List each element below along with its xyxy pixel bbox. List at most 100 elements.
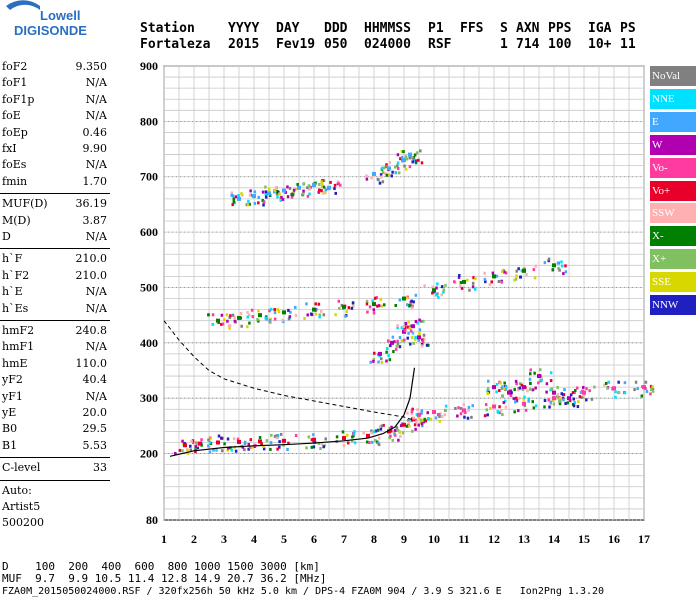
data-point [528, 377, 532, 381]
data-point [416, 408, 419, 412]
data-point [623, 381, 627, 385]
data-point [492, 385, 496, 390]
data-point [534, 404, 538, 408]
header-label-1: YYYY [228, 21, 260, 36]
data-point [388, 358, 392, 362]
data-point [275, 434, 278, 438]
data-point [549, 371, 553, 375]
data-point [387, 354, 390, 358]
data-point [606, 386, 609, 390]
data-point [287, 308, 290, 312]
data-point [623, 391, 627, 395]
data-point [233, 316, 236, 320]
data-point [435, 286, 438, 290]
data-point [513, 410, 516, 414]
data-point [403, 164, 406, 168]
data-point [555, 394, 559, 398]
data-point [409, 324, 412, 328]
data-point [222, 318, 226, 322]
data-point [252, 194, 256, 199]
data-point [386, 339, 390, 343]
data-point [345, 310, 348, 314]
data-point [404, 321, 408, 325]
data-point [504, 405, 508, 409]
data-point [372, 430, 376, 434]
data-point [380, 360, 384, 364]
data-point [190, 439, 193, 443]
data-point [269, 441, 273, 445]
data-point [226, 448, 229, 452]
y-tick-label: 900 [140, 59, 158, 73]
data-point [568, 399, 572, 403]
data-point [312, 437, 316, 442]
data-point [322, 190, 326, 194]
header-value-4: 024000 [364, 37, 411, 52]
data-point [640, 394, 644, 398]
data-point [464, 411, 467, 415]
data-point [305, 446, 308, 450]
param-value: 33 [93, 461, 107, 475]
data-point [388, 161, 392, 165]
data-point [248, 193, 252, 197]
data-point [437, 295, 440, 299]
data-point [492, 404, 496, 409]
legend-item-vo: Vo- [650, 157, 696, 178]
data-point [531, 388, 535, 392]
header-label-5: P1 [428, 21, 444, 36]
data-point [281, 197, 285, 201]
data-point [207, 313, 210, 317]
data-point [418, 331, 421, 335]
data-point [273, 435, 277, 439]
data-point [561, 396, 565, 400]
data-point [400, 339, 404, 343]
data-point [644, 380, 648, 384]
header-value-1: 2015 [228, 37, 260, 52]
param-label: foEp [2, 125, 28, 139]
data-point [381, 170, 385, 174]
data-point [333, 183, 337, 187]
legend-item-sse: SSE [650, 272, 696, 293]
data-point [474, 277, 477, 281]
separator [0, 193, 110, 195]
data-point [498, 389, 501, 393]
data-point [342, 436, 346, 441]
logo-arc-icon [6, 0, 40, 10]
data-point [515, 269, 519, 273]
data-point [398, 430, 402, 434]
data-point [352, 304, 355, 308]
data-point [512, 397, 516, 401]
data-point [383, 166, 386, 170]
data-point [380, 175, 383, 179]
header-value-5: RSF [428, 37, 452, 52]
header-value-9: 10+ [588, 37, 612, 52]
data-point [236, 437, 240, 441]
data-point [269, 447, 272, 451]
data-point [396, 339, 399, 343]
data-point [434, 293, 438, 297]
data-point [426, 411, 429, 415]
data-point [196, 446, 200, 450]
data-point [492, 274, 496, 279]
data-point [270, 433, 273, 437]
data-point [503, 381, 506, 385]
data-point [372, 359, 375, 363]
x-tick-label: 1 [161, 532, 167, 546]
data-point [329, 180, 332, 184]
data-point [230, 448, 233, 452]
data-point [547, 257, 551, 261]
data-point [545, 382, 549, 386]
data-point [444, 404, 448, 408]
data-point [462, 279, 466, 284]
separator [0, 248, 110, 250]
data-point [438, 419, 442, 423]
data-point [191, 439, 195, 443]
data-point [221, 449, 224, 453]
data-point [310, 445, 314, 449]
data-point [318, 315, 321, 319]
data-point [198, 441, 202, 446]
data-point [552, 263, 556, 268]
data-point [211, 313, 215, 317]
data-point [365, 302, 369, 306]
data-point [569, 393, 573, 397]
data-point [282, 188, 286, 193]
